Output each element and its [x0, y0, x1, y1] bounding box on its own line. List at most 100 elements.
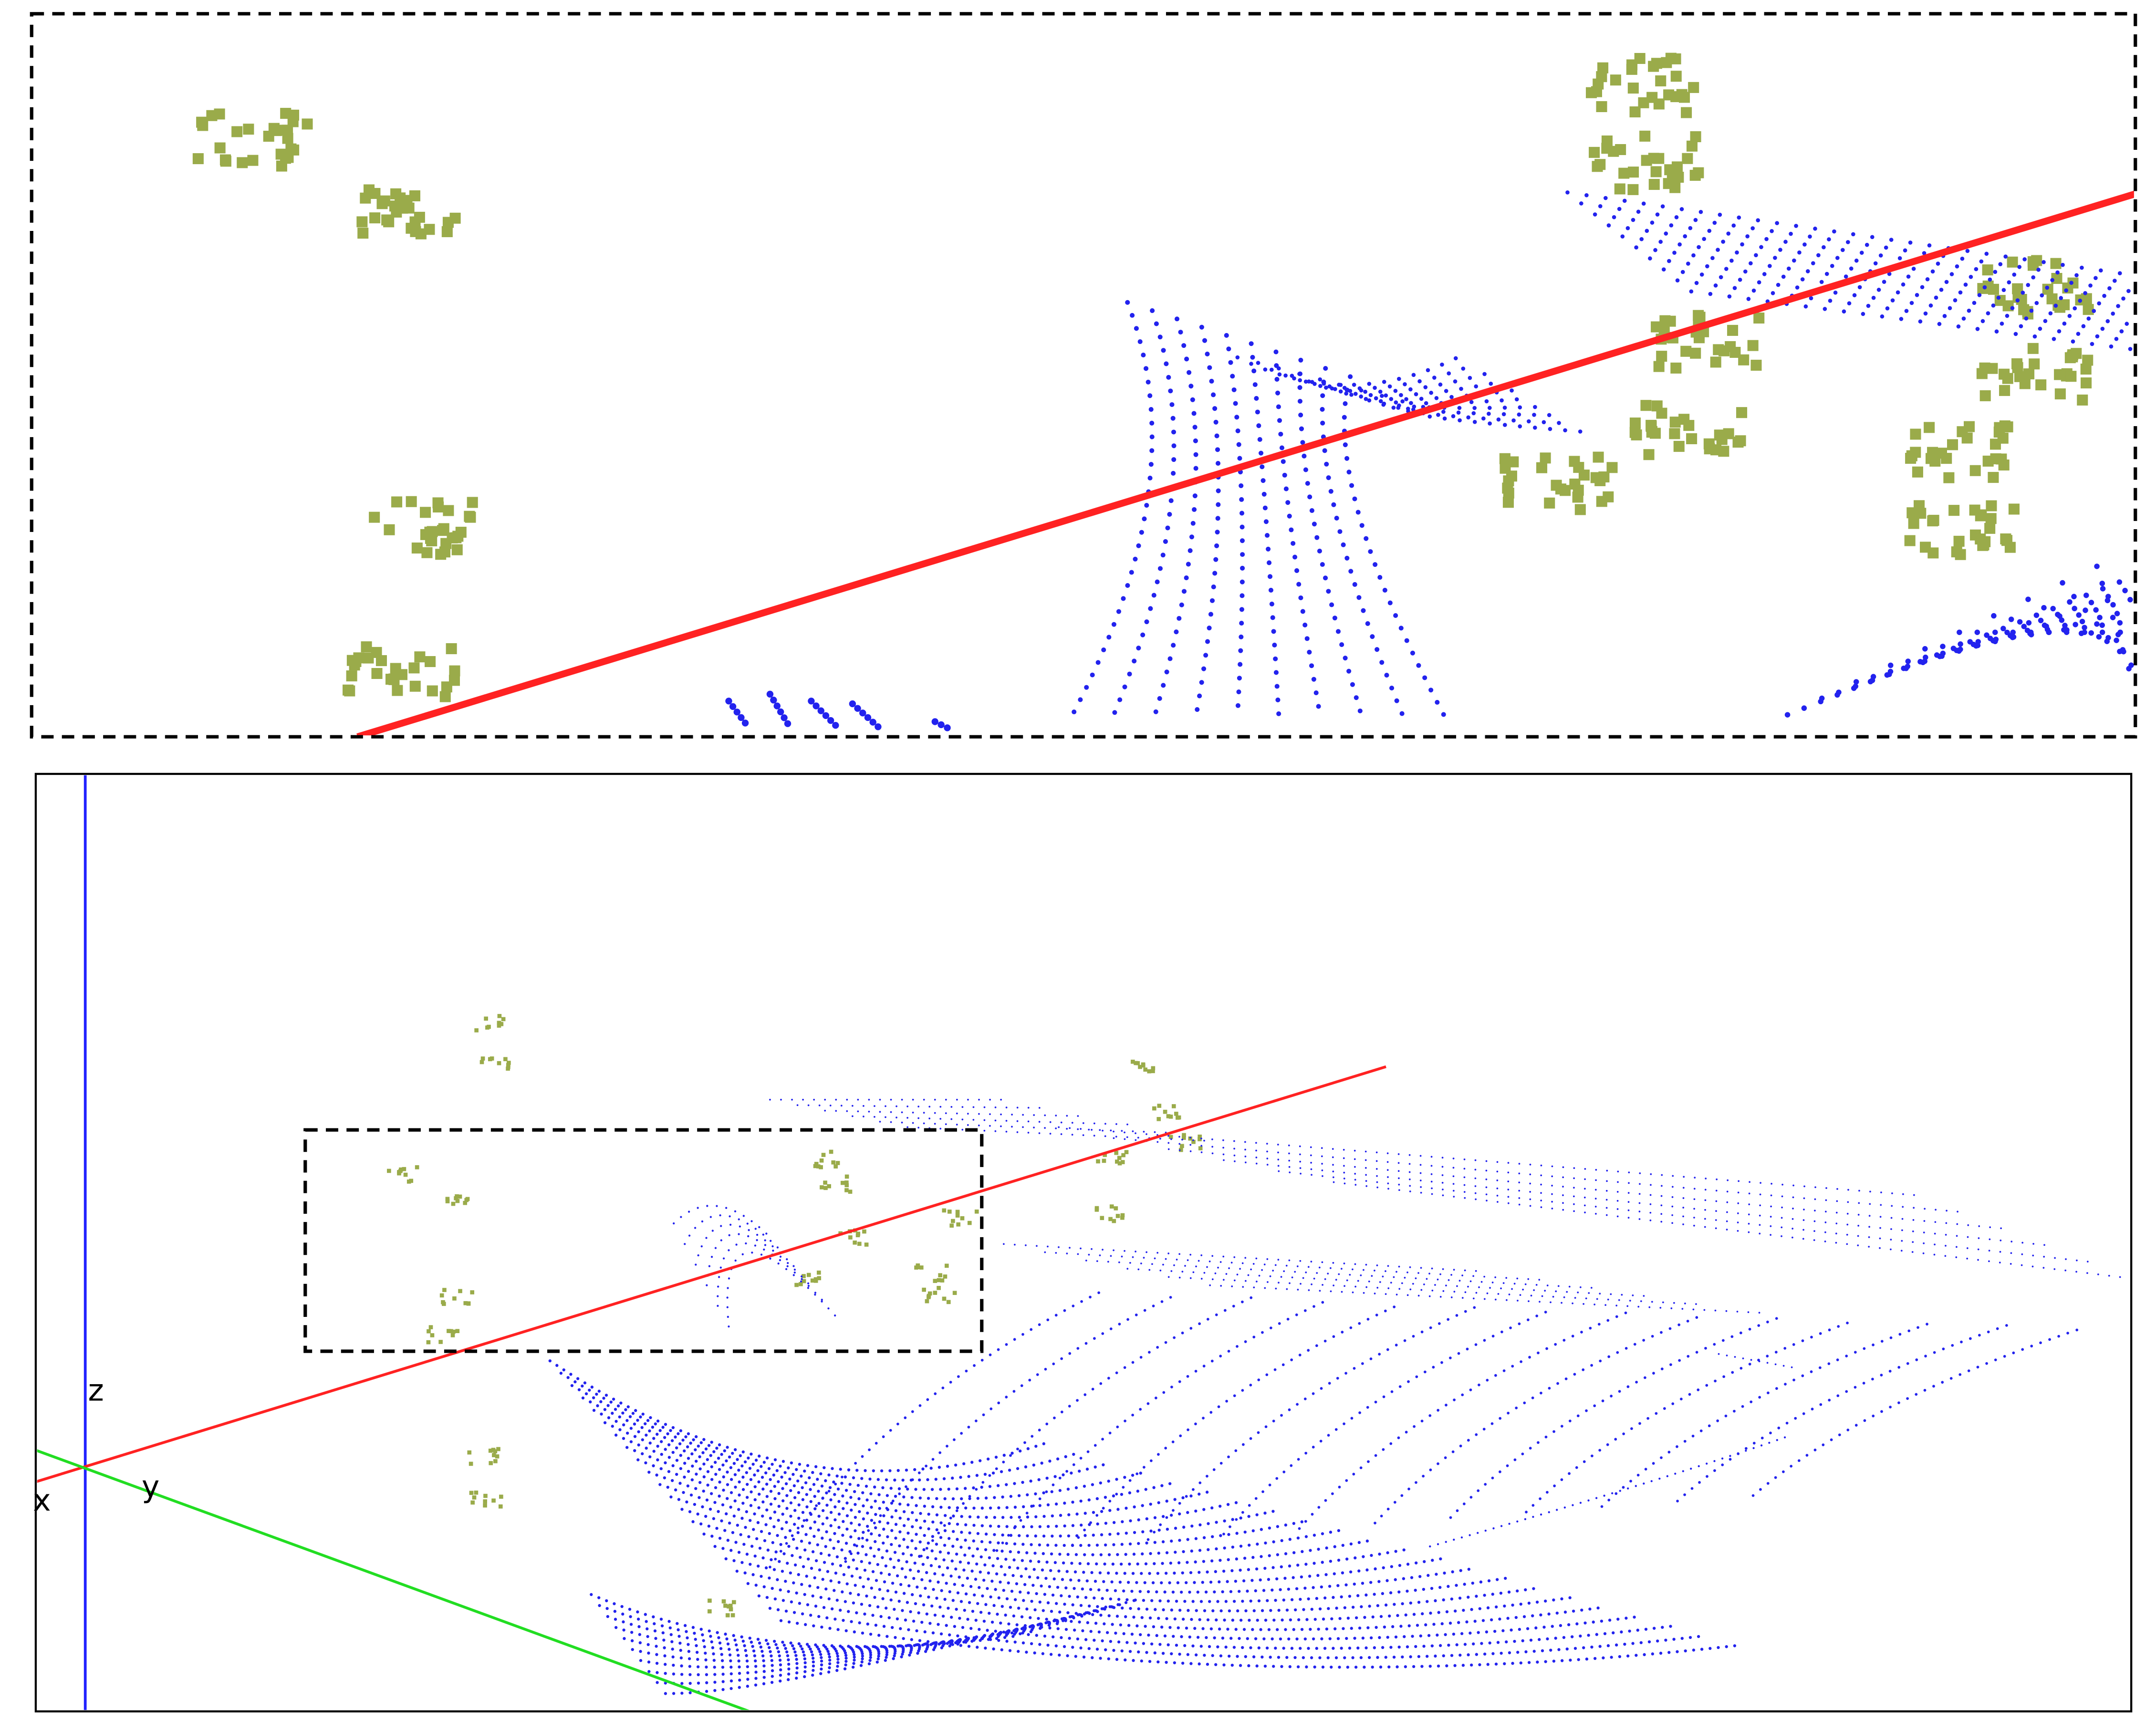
scan-line — [559, 1371, 1080, 1482]
object-point — [833, 1164, 838, 1169]
scan-line — [1224, 333, 1245, 718]
scan-line — [1374, 1313, 1707, 1524]
scan-line — [581, 1396, 1146, 1501]
object-point — [421, 547, 433, 558]
object-point — [503, 1057, 508, 1062]
object-point — [1188, 1136, 1193, 1141]
object-point — [375, 655, 387, 667]
scan-line — [844, 1293, 1177, 1563]
object-point — [426, 535, 437, 547]
object-point — [1163, 1109, 1167, 1114]
object-point — [433, 501, 444, 513]
object-point — [1947, 439, 1958, 450]
object-point — [1572, 491, 1583, 503]
object-point — [2014, 371, 2026, 382]
object-point — [438, 1340, 443, 1344]
object-point — [369, 188, 381, 199]
object-point — [427, 685, 438, 697]
object-point — [469, 1461, 473, 1466]
scan-line — [1853, 596, 2134, 685]
object-point — [1174, 1112, 1178, 1116]
object-point — [856, 1231, 861, 1236]
object-point — [1096, 1159, 1100, 1164]
object-point — [829, 1149, 833, 1154]
object-point — [1596, 101, 1607, 112]
object-point — [1999, 368, 2010, 380]
object-point — [2012, 283, 2023, 294]
object-point — [371, 668, 383, 679]
object-point — [469, 1491, 474, 1495]
object-point — [483, 1503, 487, 1508]
object-point — [1999, 420, 2010, 432]
object-point — [708, 1598, 712, 1603]
object-point — [1689, 169, 1701, 181]
scan-line — [684, 1214, 785, 1255]
object-point — [1982, 455, 1994, 467]
object-point — [1114, 1150, 1119, 1155]
object-point — [967, 1221, 972, 1225]
object-point — [1117, 1156, 1122, 1160]
object-point — [288, 109, 300, 121]
scan-line — [1358, 388, 1542, 410]
object-point — [1100, 1216, 1104, 1221]
object-point — [2080, 364, 2092, 375]
object-point — [1655, 75, 1666, 87]
object-point — [707, 1609, 712, 1614]
object-point — [1948, 505, 1960, 516]
object-point — [449, 665, 460, 677]
object-point — [937, 1286, 941, 1290]
object-point — [408, 662, 420, 674]
scan-line — [920, 1296, 1253, 1558]
scan-line — [614, 1622, 1061, 1654]
scan-line — [548, 1359, 1047, 1472]
object-point — [1614, 183, 1625, 195]
scan-line — [906, 1126, 1211, 1142]
object-point — [1638, 97, 1649, 108]
object-point — [1713, 344, 1724, 355]
object-point — [357, 228, 369, 239]
scan-line — [1751, 1326, 2085, 1497]
object-point — [1157, 1104, 1162, 1108]
object-point — [1191, 1139, 1196, 1144]
object-point — [447, 1329, 451, 1333]
object-point — [1666, 172, 1678, 183]
object-point — [1147, 1069, 1152, 1074]
object-point — [927, 1295, 931, 1299]
object-point — [813, 1164, 818, 1169]
scan-line — [1113, 1137, 1968, 1213]
scan-line — [879, 1120, 1170, 1134]
scan-line — [796, 1104, 1046, 1109]
scan-line — [1661, 267, 2134, 335]
object-point — [1653, 361, 1665, 372]
object-point — [192, 153, 204, 165]
object-point — [1646, 427, 1657, 438]
object-point — [1198, 1137, 1202, 1141]
object-point — [925, 1299, 929, 1304]
object-point — [1143, 1067, 1148, 1072]
object-point — [933, 1279, 937, 1283]
object-point — [1168, 1115, 1173, 1119]
object-point — [1151, 1066, 1156, 1071]
scan-line — [1222, 1307, 1555, 1536]
object-point — [455, 1194, 459, 1199]
object-point — [946, 1300, 951, 1304]
object-point — [1589, 146, 1600, 158]
object-point — [1673, 441, 1685, 452]
object-point — [415, 1165, 419, 1169]
object-point — [1177, 1115, 1181, 1120]
object-point — [1103, 1153, 1107, 1157]
object-point — [1964, 421, 1975, 432]
object-point — [397, 202, 408, 214]
object-point — [1727, 324, 1739, 336]
zoom-frame — [30, 12, 2137, 739]
object-point — [497, 1014, 502, 1018]
object-point — [2007, 256, 2018, 268]
object-point — [942, 1296, 947, 1301]
object-point — [1506, 470, 1517, 482]
scan-line — [1167, 1276, 1706, 1305]
object-point — [949, 1223, 954, 1228]
object-point — [440, 538, 452, 549]
object-point — [844, 1183, 849, 1188]
scan-line — [702, 1532, 1509, 1603]
object-point — [947, 1210, 952, 1214]
